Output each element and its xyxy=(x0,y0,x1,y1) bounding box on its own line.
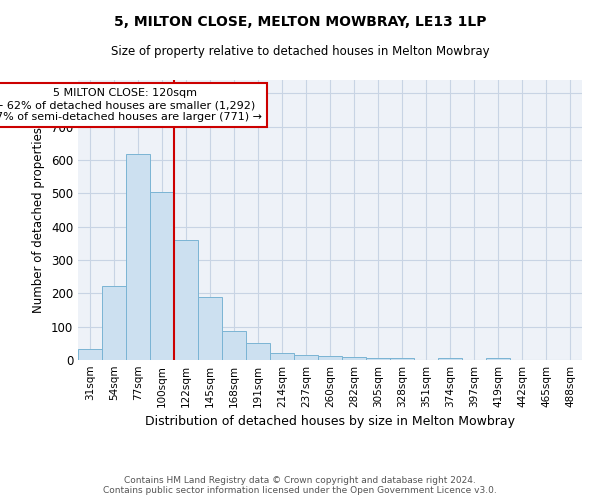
Bar xyxy=(318,356,342,360)
Bar xyxy=(102,286,126,360)
Text: 5 MILTON CLOSE: 120sqm
← 62% of detached houses are smaller (1,292)
37% of semi-: 5 MILTON CLOSE: 120sqm ← 62% of detached… xyxy=(0,88,262,122)
Text: Size of property relative to detached houses in Melton Mowbray: Size of property relative to detached ho… xyxy=(110,45,490,58)
Text: 5, MILTON CLOSE, MELTON MOWBRAY, LE13 1LP: 5, MILTON CLOSE, MELTON MOWBRAY, LE13 1L… xyxy=(114,15,486,29)
Bar xyxy=(174,240,198,360)
Y-axis label: Number of detached properties: Number of detached properties xyxy=(32,127,46,313)
Bar xyxy=(366,358,390,360)
Bar xyxy=(150,192,174,360)
Bar xyxy=(438,358,462,360)
Bar xyxy=(78,350,102,360)
X-axis label: Distribution of detached houses by size in Melton Mowbray: Distribution of detached houses by size … xyxy=(145,416,515,428)
Bar xyxy=(126,154,150,360)
Bar xyxy=(270,352,294,360)
Bar xyxy=(342,358,366,360)
Bar xyxy=(486,358,510,360)
Bar xyxy=(198,296,222,360)
Bar xyxy=(246,344,270,360)
Text: Contains HM Land Registry data © Crown copyright and database right 2024.
Contai: Contains HM Land Registry data © Crown c… xyxy=(103,476,497,495)
Bar xyxy=(390,358,414,360)
Bar xyxy=(294,354,318,360)
Bar xyxy=(222,330,246,360)
